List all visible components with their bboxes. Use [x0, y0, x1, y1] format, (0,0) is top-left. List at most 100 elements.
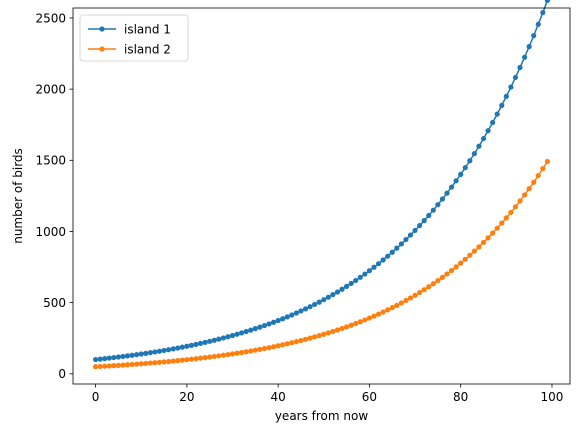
series-1-point [398, 241, 404, 247]
series-2-point [531, 179, 537, 185]
series-1-point [517, 64, 523, 71]
series-2-point [307, 335, 313, 341]
series-1-point [106, 355, 112, 361]
series-2-point [503, 215, 509, 221]
series-1-point [102, 356, 108, 362]
series-1-point [261, 322, 268, 329]
series-2-point [312, 334, 318, 340]
series-2-point [499, 220, 505, 226]
series-2-point [252, 347, 258, 353]
series-2-point [490, 230, 496, 236]
series-2-point [517, 198, 523, 204]
series-2 [92, 158, 551, 370]
series-1-point [353, 277, 359, 284]
series-2-point [316, 333, 322, 339]
series-1-point [380, 257, 386, 263]
series-2-point [535, 172, 541, 179]
x-tick-label: 0 [92, 390, 100, 404]
series-2-point [229, 351, 236, 357]
series-1-point [389, 249, 395, 255]
series-1-point [243, 328, 249, 335]
series-2-point [330, 328, 336, 335]
series-1-point [184, 343, 190, 349]
series-1-point [161, 347, 167, 354]
series-2-point [289, 340, 295, 346]
series-1-point [220, 335, 226, 341]
series-1-point [266, 321, 272, 327]
series-2-point [293, 339, 299, 345]
series-1-point [179, 344, 185, 350]
series-2-point [152, 360, 158, 366]
series-2-point [471, 248, 477, 254]
series-2-point [193, 356, 199, 362]
series-2-point [385, 307, 391, 313]
legend-label-1: island 1 [124, 22, 171, 36]
x-axis-label: years from now [275, 409, 369, 423]
series-1-point [508, 84, 514, 90]
series-1-point [225, 334, 231, 340]
series-2-point [298, 337, 304, 344]
series-2-point [156, 359, 163, 365]
series-1-point [298, 308, 304, 314]
series-1-point [330, 292, 336, 298]
x-tick-label: 60 [362, 390, 377, 404]
series-2-point [225, 351, 231, 358]
series-1-point [521, 54, 528, 60]
series-1-point [540, 9, 546, 16]
series-1-point [293, 310, 299, 316]
series-2-point [485, 235, 491, 241]
series-1-point [147, 350, 153, 356]
series-2-point [134, 361, 140, 367]
x-axis: 0 20 40 60 80 100 [92, 384, 564, 404]
y-tick-label: 500 [43, 296, 66, 310]
series-1-point [234, 331, 240, 337]
series-2-point [398, 300, 404, 306]
x-tick-label: 80 [453, 390, 468, 404]
series-1-point [289, 312, 295, 318]
series-1-point [270, 319, 277, 325]
series-1-point [490, 119, 496, 126]
series-2-point [188, 356, 195, 362]
series-2-point [143, 360, 149, 367]
series-1-point [467, 158, 473, 164]
series-1-point [480, 135, 487, 142]
y-tick-label: 1500 [35, 154, 66, 168]
x-tick-label: 100 [541, 390, 564, 404]
legend: island 1 island 2 [79, 14, 189, 62]
series-1-point [111, 354, 117, 361]
series-1-point [476, 143, 482, 149]
series-1-point [407, 232, 414, 238]
series-1-point [239, 330, 245, 336]
series-2-point [394, 302, 400, 308]
series-2-point [138, 361, 144, 367]
series-2-point [476, 244, 482, 250]
series-1-point [115, 354, 122, 360]
series-2-point [280, 342, 286, 348]
series-1-point [526, 44, 532, 50]
series-2-point [111, 363, 117, 369]
series-2-point [453, 264, 459, 270]
series-2-point [184, 357, 190, 363]
series-2-point [92, 364, 99, 370]
series-1-point [453, 178, 459, 184]
x-tick-label: 40 [271, 390, 286, 404]
series-2-point [197, 355, 204, 361]
series-1-point [321, 297, 327, 303]
series-2-point [375, 311, 382, 317]
series-2-point [175, 358, 181, 364]
series-1-point [188, 342, 195, 348]
series-2-point [220, 352, 226, 358]
series-2-point [170, 358, 176, 364]
series-2-point [458, 260, 464, 266]
series-2-point [115, 362, 122, 368]
series-2-point [211, 353, 217, 360]
series-2-point [540, 166, 546, 172]
series-1-point [394, 245, 400, 251]
series-1-point [197, 340, 204, 346]
series-2-point [448, 267, 455, 274]
series-2-point [239, 349, 245, 356]
series-2-point [106, 363, 112, 369]
series-1-point [535, 21, 541, 27]
series-1-point [512, 74, 519, 81]
series-2-point [321, 331, 327, 337]
